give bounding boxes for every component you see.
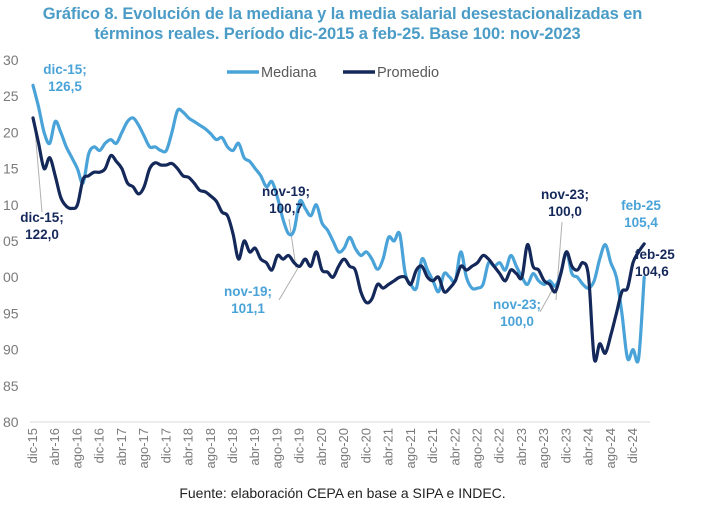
x-tick-label: dic-24 — [625, 428, 640, 463]
x-tick-label: dic-15 — [25, 428, 40, 463]
x-tick-label: dic-18 — [225, 428, 240, 463]
x-tick-label: ago-21 — [403, 428, 418, 468]
x-tick-label: ago-20 — [336, 428, 351, 468]
x-tick-label: abr-22 — [447, 428, 462, 466]
x-tick-label: ago-16 — [69, 428, 84, 468]
x-tick-label: dic-21 — [425, 428, 440, 463]
annotation-label: 126,5 — [48, 79, 82, 94]
x-tick-label: ago-23 — [536, 428, 551, 468]
x-axis: dic-15 abr-16 ago-16 dic-16 abr-17 ago-17 dic-… — [25, 428, 640, 468]
annotation-label: 100,0 — [548, 204, 582, 219]
annotation-leader-line — [288, 218, 297, 269]
y-tick-label: 00 — [3, 269, 19, 285]
y-tick-label: 20 — [3, 124, 19, 140]
source-note: Fuente: elaboración CEPA en base a SIPA … — [179, 485, 506, 501]
y-tick-label: 25 — [3, 88, 19, 104]
x-tick-label: abr-19 — [247, 428, 262, 466]
annotations: dic-15; 126,5 dic-15; 122,0 nov-19; 100,7 nov-… — [20, 62, 675, 329]
annotation-label: 105,4 — [624, 215, 658, 230]
annotation-label: feb-25 — [635, 247, 675, 262]
legend: Mediana Promedio — [227, 65, 439, 81]
chart-title-line-2: términos reales. Período dic-2015 a feb-… — [94, 25, 581, 43]
y-tick-label: 10 — [3, 197, 19, 213]
x-tick-label: ago-17 — [136, 428, 151, 468]
legend-label-mediana: Mediana — [261, 65, 318, 81]
annotation-label: 104,6 — [635, 264, 669, 279]
y-tick-label: 05 — [3, 233, 19, 249]
annotation-label: dic-15; — [43, 62, 87, 77]
annotation-label: 100,0 — [500, 314, 534, 329]
legend-label-promedio: Promedio — [377, 65, 439, 81]
annotation-label: dic-15; — [20, 210, 64, 225]
series-lines — [31, 83, 646, 364]
x-tick-label: ago-22 — [469, 428, 484, 468]
x-tick-label: dic-22 — [492, 428, 507, 463]
chart-title: Gráfico 8. Evolución de la mediana y la … — [0, 4, 715, 44]
x-tick-label: abr-20 — [314, 428, 329, 466]
y-tick-label: 30 — [3, 52, 19, 68]
y-tick-label: 90 — [3, 342, 19, 358]
annotation-label: nov-19; — [262, 184, 310, 199]
x-tick-label: abr-16 — [47, 428, 62, 466]
x-tick-label: abr-23 — [514, 428, 529, 466]
x-tick-label: dic-16 — [92, 428, 107, 463]
annotation-label: nov-23; — [493, 297, 541, 312]
x-tick-label: abr-21 — [381, 428, 396, 466]
y-tick-label: 95 — [3, 305, 19, 321]
x-tick-label: abr-17 — [114, 428, 129, 466]
annotation-label: 100,7 — [269, 201, 303, 216]
x-tick-label: ago-24 — [603, 428, 618, 468]
x-tick-label: ago-19 — [269, 428, 284, 468]
annotation-label: feb-25 — [621, 198, 661, 213]
x-tick-label: abr-18 — [181, 428, 196, 466]
series-line-mediana — [31, 83, 646, 364]
series-line-promedio — [31, 116, 646, 363]
annotation-label: nov-23; — [541, 187, 589, 202]
y-axis: 80 85 90 95 00 05 10 15 20 25 30 — [3, 52, 19, 430]
x-tick-label: dic-19 — [292, 428, 307, 463]
chart-title-line-1: Gráfico 8. Evolución de la mediana y la … — [42, 5, 643, 23]
x-tick-label: ago-18 — [203, 428, 218, 468]
annotation-label: nov-19; — [224, 284, 272, 299]
y-tick-label: 80 — [3, 414, 19, 430]
annotation-leader-line — [278, 267, 299, 301]
y-tick-label: 15 — [3, 161, 19, 177]
x-tick-label: dic-20 — [358, 428, 373, 463]
y-tick-label: 85 — [3, 378, 19, 394]
x-tick-label: abr-24 — [581, 428, 596, 466]
annotation-label: 122,0 — [25, 227, 59, 242]
x-tick-label: dic-23 — [558, 428, 573, 463]
x-tick-label: dic-17 — [158, 428, 173, 463]
annotation-label: 101,1 — [231, 301, 265, 316]
